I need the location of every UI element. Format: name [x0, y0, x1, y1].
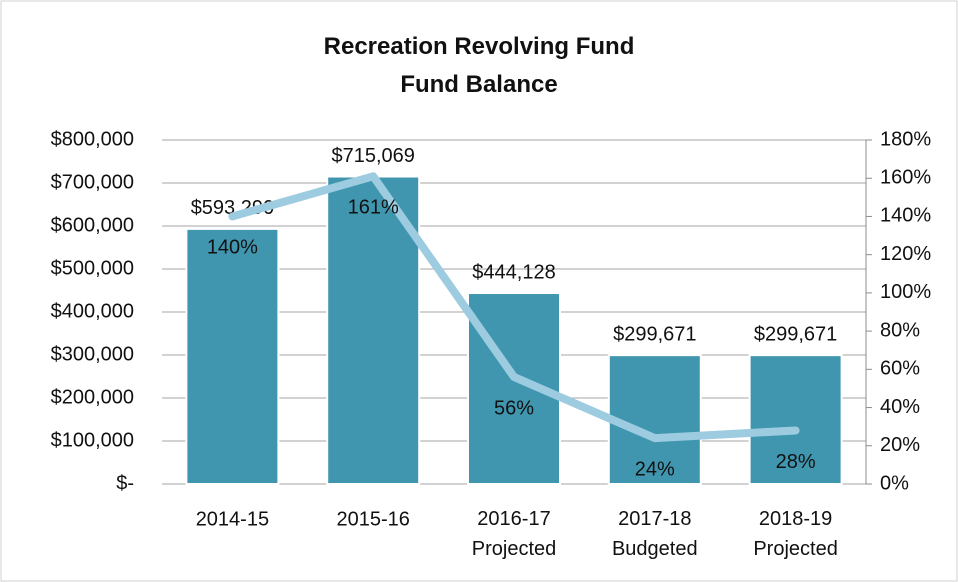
bar-value-label: $299,671	[754, 323, 837, 345]
bar-value-label: $715,069	[331, 145, 414, 167]
chart-title: Recreation Revolving Fund Fund Balance	[324, 33, 635, 98]
y-tick-label: $200,000	[51, 386, 134, 408]
y-tick-label: $800,000	[51, 128, 134, 150]
bar	[607, 354, 702, 486]
y2-tick-label: 160%	[880, 167, 931, 189]
bar	[748, 354, 843, 486]
bar-value-label: $299,671	[613, 323, 696, 345]
line-value-label: 24%	[635, 458, 675, 480]
y2-tick-label: 180%	[880, 128, 931, 150]
y2-tick-label: 120%	[880, 243, 931, 265]
x-tick-label: 2017-18 Budgeted	[612, 508, 698, 560]
y-tick-label: $600,000	[51, 214, 134, 236]
y-tick-label: $700,000	[51, 171, 134, 193]
x-tick-label: 2015-16	[336, 508, 409, 530]
bar	[467, 292, 561, 485]
bar-value-label: $444,128	[472, 261, 555, 283]
x-tick-label: 2014-15	[196, 508, 269, 530]
y-tick-label: $400,000	[51, 300, 134, 322]
y2-tick-label: 60%	[880, 358, 920, 380]
y2-tick-label: 80%	[880, 319, 920, 341]
line-value-label: 140%	[207, 237, 258, 259]
line-value-label: 56%	[494, 397, 534, 419]
y2-tick-label: 40%	[880, 396, 920, 418]
line-value-label: 28%	[776, 451, 816, 473]
x-tick-label: 2016-17 Projected	[472, 508, 557, 560]
y-tick-label: $100,000	[51, 429, 134, 451]
y2-tick-label: 140%	[880, 205, 931, 227]
y2-tick-label: 0%	[880, 472, 909, 494]
bar	[185, 227, 280, 485]
line-value-label: 161%	[348, 197, 399, 219]
y-tick-label: $500,000	[51, 257, 134, 279]
y-tick-label: $-	[116, 472, 134, 494]
y2-tick-label: 20%	[880, 434, 920, 456]
x-tick-label: 2018-19 Projected	[753, 508, 838, 560]
y-tick-label: $300,000	[51, 343, 134, 365]
y2-tick-label: 100%	[880, 281, 931, 303]
line	[228, 172, 800, 443]
